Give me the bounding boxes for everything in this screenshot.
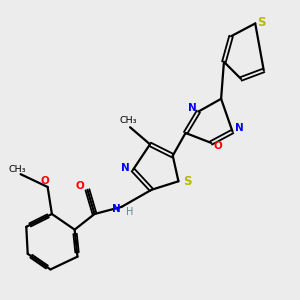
Text: O: O [76,182,85,191]
Text: O: O [214,141,222,151]
Text: N: N [235,123,244,133]
Text: O: O [40,176,49,186]
Text: N: N [121,163,129,173]
Text: CH₃: CH₃ [8,165,26,174]
Text: H: H [126,207,134,217]
Text: CH₃: CH₃ [119,116,136,125]
Text: N: N [188,103,197,113]
Text: S: S [257,16,266,28]
Text: N: N [112,204,121,214]
Text: S: S [183,175,191,188]
